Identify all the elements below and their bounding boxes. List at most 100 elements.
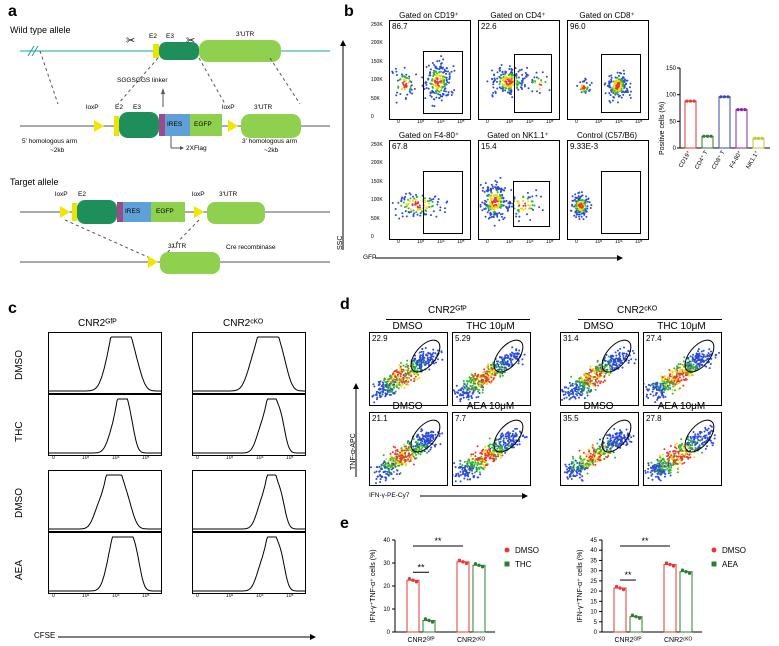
e-legend-marker: [504, 547, 510, 553]
b-gate: [600, 54, 641, 114]
b-y-tick: 250K: [371, 22, 383, 28]
loxp-label: loxP: [86, 104, 99, 111]
e-point: [430, 620, 435, 624]
e-bar: [679, 571, 693, 633]
target-loxp-label-2: loxP: [192, 191, 205, 198]
e-ytick: 25: [590, 579, 597, 585]
e-point: [684, 569, 688, 574]
panel-label-a: a: [8, 3, 17, 20]
b-flow-plot: [389, 20, 471, 120]
d-group2-bracket: [578, 319, 722, 320]
e-point: [473, 562, 478, 566]
e-point: [461, 560, 465, 564]
d-gate: [601, 419, 632, 453]
b-gate-value: 22.6: [481, 22, 497, 31]
c-row-label: AEA: [14, 559, 25, 580]
c-x-tick: 10³: [82, 455, 90, 461]
b-gate: [513, 181, 551, 228]
c-x-tick: 0: [52, 455, 55, 461]
b-bar: [735, 109, 748, 149]
b-y-tick: 150K: [371, 58, 383, 65]
d-gate: [493, 419, 524, 453]
arm5-label: 5' homologous arm: [22, 138, 78, 145]
b-plot-title: Gated on F4-80⁺: [398, 131, 460, 140]
final-utr-label: 3'UTR: [168, 243, 187, 250]
e-category: CNR2ᶜᴷᴼ: [457, 637, 486, 644]
b-y-tick: 150K: [371, 178, 383, 185]
e-point: [427, 618, 431, 623]
b-gate: [422, 51, 463, 115]
b-bar-category: CD19⁺: [677, 150, 692, 170]
b-bar-point: [739, 108, 744, 112]
b-y-tick: 200K: [371, 160, 383, 167]
b-x-tick: 0: [397, 239, 400, 245]
e-point: [464, 561, 469, 566]
c-row-label: DMSO: [14, 350, 25, 380]
arm5-size: ~2kb: [50, 147, 65, 154]
b-x-tick: 10⁵: [635, 119, 643, 125]
b-bar-point: [705, 134, 710, 138]
b-bar-category: CD4⁺ T: [693, 149, 709, 170]
e-bar: [406, 579, 420, 633]
wt-allele-label: Wild type allele: [10, 25, 71, 35]
c-col2-title: CNR2ᶜᴷᴼ: [223, 318, 264, 329]
e-legend-label: THC: [515, 560, 532, 569]
c-x-tick: 0: [52, 593, 55, 599]
b-x-tick: 0: [575, 239, 578, 245]
b-x-tick: 10⁴: [526, 119, 534, 125]
c-x-tick: 10⁵: [142, 455, 150, 461]
c-x-tick: 10⁴: [256, 455, 264, 461]
b-flow-plot: [567, 140, 649, 240]
b-y-tick: 50K: [371, 215, 380, 222]
b-x-tick: 10⁴: [615, 239, 623, 245]
b-x-tick: 10⁵: [546, 119, 554, 125]
panel-label-e: e: [340, 515, 349, 532]
e-point: [480, 565, 485, 569]
e-ytick: 0: [387, 630, 391, 636]
e-ytick: 45: [590, 538, 597, 544]
b-bar-category: F4-80⁺: [728, 150, 743, 170]
b-x-tick: 10⁴: [437, 239, 445, 245]
b-bar-point: [756, 136, 761, 140]
b-x-tick: 10⁴: [437, 119, 445, 125]
d-gate-value: 27.4: [646, 334, 662, 343]
b-x-tick: 0: [486, 119, 489, 125]
d-plot-label: THC 10μM: [657, 321, 706, 332]
b-y-tick: 100K: [371, 77, 383, 84]
e-legend-label: AEA: [722, 560, 739, 569]
cre-label: Cre recombinase: [226, 244, 276, 251]
c-histogram: [192, 470, 306, 532]
b-bar-category: NK1.1⁺: [745, 150, 761, 171]
b-bar-chart: 0 50 100 150 CD19⁺ CD4⁺ T CD8⁺ T F4-80⁺ NK1.1⁺: [666, 66, 770, 171]
c-x-tick: 0: [196, 593, 199, 599]
b-bar-point: [753, 136, 757, 140]
b-bar-point: [692, 99, 696, 103]
c-x-tick: 10⁴: [112, 455, 120, 461]
b-bar-point: [688, 99, 693, 103]
wt-utr-label: 3'UTR: [236, 31, 255, 38]
b-bar-category: CD8⁺ T: [710, 149, 726, 170]
e-point: [668, 562, 672, 567]
b-x-tick: 10³: [595, 119, 603, 125]
c-x-arrow: [58, 634, 316, 640]
b-bar-point: [760, 136, 764, 140]
b-gate: [600, 171, 641, 235]
target-loxp-label: loxP: [55, 191, 68, 198]
d-gate: [684, 339, 715, 373]
e-legend-marker: [711, 561, 717, 567]
b-x-tick: 0: [397, 119, 400, 125]
b-bar: [718, 96, 731, 149]
d-flow-plot: [560, 332, 639, 406]
target-e2-label: E2: [78, 191, 86, 198]
b-x-tick: 10⁵: [457, 239, 465, 245]
d-gate-value: 7.7: [455, 414, 467, 423]
b-bar: [684, 100, 697, 149]
d-x-axis-label: IFN-γ-PE-Cy7: [369, 492, 410, 499]
d-x-arrow: [420, 493, 528, 499]
d-plot-label: DMSO: [583, 401, 614, 412]
panel-label-b: b: [344, 3, 354, 20]
e-bar: [613, 587, 627, 633]
construct-e3-label: E3: [133, 104, 141, 111]
c-histogram: [48, 470, 162, 532]
c-x-tick: 10⁴: [256, 593, 264, 599]
